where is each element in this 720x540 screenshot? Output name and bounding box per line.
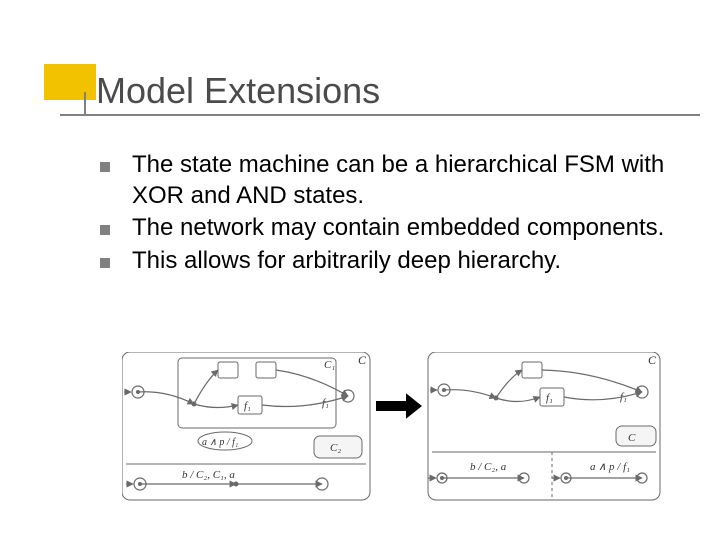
- svg-text:a ∧ p / f₁: a ∧ p / f₁: [202, 437, 238, 448]
- svg-text:b / C₂, C₁, a: b / C₂, C₁, a: [182, 469, 235, 481]
- title-underline: [60, 114, 700, 116]
- svg-text:C: C: [628, 432, 636, 444]
- bullet-icon: [100, 258, 110, 268]
- svg-text:f₁: f₁: [244, 400, 251, 412]
- bullet-icon: [100, 225, 110, 235]
- svg-text:C₂: C₂: [330, 442, 341, 454]
- svg-text:C₁: C₁: [324, 359, 335, 371]
- bullet-text: The state machine can be a hierarchical …: [132, 150, 690, 211]
- list-item: This allows for arbitrarily deep hierarc…: [100, 246, 690, 277]
- page-title: Model Extensions: [96, 70, 380, 112]
- svg-text:f₁: f₁: [546, 392, 553, 404]
- fsm-diagram: f₁C₂a ∧ p / f₁CC₁f₁b / C₂, C₁, af₁CCf₁b …: [122, 352, 662, 504]
- bullet-list: The state machine can be a hierarchical …: [100, 150, 690, 279]
- slide: Model Extensions The state machine can b…: [0, 0, 720, 540]
- svg-text:C: C: [358, 353, 367, 367]
- title-tick: [84, 92, 86, 114]
- diagram: f₁C₂a ∧ p / f₁CC₁f₁b / C₂, C₁, af₁CCf₁b …: [122, 352, 662, 504]
- svg-text:C: C: [648, 353, 657, 367]
- svg-text:a ∧ p / f₁: a ∧ p / f₁: [590, 461, 630, 473]
- list-item: The network may contain embedded compone…: [100, 213, 690, 244]
- list-item: The state machine can be a hierarchical …: [100, 150, 690, 211]
- bullet-text: This allows for arbitrarily deep hierarc…: [132, 246, 690, 277]
- bullet-icon: [100, 162, 110, 172]
- bullet-text: The network may contain embedded compone…: [132, 213, 690, 244]
- svg-text:b / C₂, a: b / C₂, a: [470, 461, 507, 473]
- title-accent-yellow: [44, 64, 96, 100]
